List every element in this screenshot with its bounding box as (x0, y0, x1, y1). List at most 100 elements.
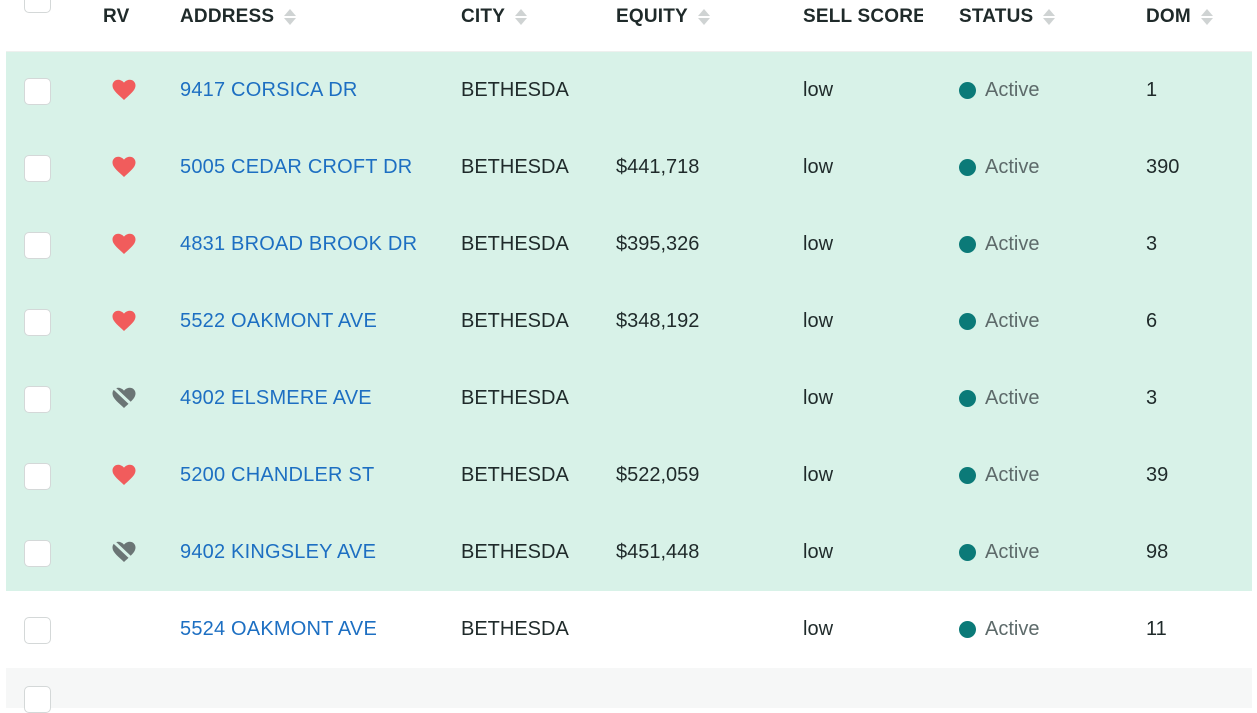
address-link[interactable]: 5522 OAKMONT AVE (180, 310, 377, 332)
status-text: Active (985, 387, 1040, 409)
heart-icon[interactable] (112, 464, 136, 486)
heart-icon[interactable] (112, 233, 136, 255)
table-row[interactable]: 9402 KINGSLEY AVE BETHESDA $451,448 low … (6, 514, 1252, 591)
sell-score-cell: low (803, 387, 834, 409)
status-cell: Active (959, 591, 1039, 668)
dom-cell: 1 (1146, 79, 1158, 101)
equity-cell: $395,326 (616, 233, 700, 255)
heart-off-icon[interactable] (112, 387, 136, 409)
sell-score-cell: low (803, 541, 834, 563)
column-header-address[interactable]: ADDRESS (180, 0, 297, 34)
column-label: ADDRESS (180, 6, 275, 27)
column-header-equity[interactable]: EQUITY (616, 0, 710, 34)
row-checkbox[interactable] (24, 617, 51, 644)
city-cell: BETHESDA (461, 387, 569, 409)
status-text: Active (985, 310, 1040, 332)
column-label: RV (103, 6, 130, 27)
table-body: 9417 CORSICA DR BETHESDA low Active 1 50… (6, 52, 1252, 668)
status-cell: Active (959, 514, 1039, 591)
dom-cell: 3 (1146, 387, 1158, 409)
heart-icon[interactable] (112, 79, 136, 101)
table-row[interactable]: 4902 ELSMERE AVE BETHESDA low Active 3 (6, 360, 1252, 437)
table-row[interactable]: 5522 OAKMONT AVE BETHESDA $348,192 low A… (6, 283, 1252, 360)
sell-score-cell: low (803, 310, 834, 332)
heart-icon[interactable] (112, 310, 136, 332)
equity-cell: $451,448 (616, 541, 700, 563)
sort-icon[interactable] (515, 9, 528, 25)
row-checkbox[interactable] (24, 232, 51, 259)
column-header-sell-score[interactable]: SELL SCORE (803, 0, 923, 34)
status-cell: Active (959, 52, 1039, 129)
status-dot-icon (959, 159, 976, 176)
sort-icon[interactable] (1043, 9, 1056, 25)
status-dot-icon (959, 236, 976, 253)
row-checkbox[interactable] (24, 386, 51, 413)
status-text: Active (985, 464, 1040, 486)
sell-score-cell: low (803, 79, 834, 101)
table-row[interactable]: 5524 OAKMONT AVE BETHESDA low Active 11 (6, 591, 1252, 668)
status-dot-icon (959, 82, 976, 99)
status-dot-icon (959, 621, 976, 638)
equity-cell: $348,192 (616, 310, 700, 332)
heart-off-icon[interactable] (112, 541, 136, 563)
table-row[interactable]: 5005 CEDAR CROFT DR BETHESDA $441,718 lo… (6, 129, 1252, 206)
dom-cell: 39 (1146, 464, 1169, 486)
address-link[interactable]: 5200 CHANDLER ST (180, 464, 375, 486)
city-cell: BETHESDA (461, 541, 569, 563)
dom-cell: 6 (1146, 310, 1158, 332)
address-link[interactable]: 5005 CEDAR CROFT DR (180, 156, 413, 178)
column-header-rv[interactable]: RV (103, 0, 129, 34)
column-label: CITY (461, 6, 506, 27)
status-cell: Active (959, 360, 1039, 437)
address-link[interactable]: 9402 KINGSLEY AVE (180, 541, 377, 563)
sell-score-cell: low (803, 233, 834, 255)
row-checkbox[interactable] (24, 309, 51, 336)
status-cell: Active (959, 206, 1039, 283)
row-checkbox[interactable] (24, 686, 51, 713)
dom-cell: 11 (1146, 618, 1167, 640)
row-checkbox[interactable] (24, 155, 51, 182)
sort-icon[interactable] (697, 9, 710, 25)
sort-icon[interactable] (1200, 9, 1213, 25)
column-header-city[interactable]: CITY (461, 0, 528, 34)
table-row[interactable]: 4831 BROAD BROOK DR BETHESDA $395,326 lo… (6, 206, 1252, 283)
select-all-checkbox[interactable] (24, 0, 51, 13)
column-header-dom[interactable]: DOM (1146, 0, 1213, 34)
city-cell: BETHESDA (461, 233, 569, 255)
address-link[interactable]: 9417 CORSICA DR (180, 79, 358, 101)
table-row[interactable]: 9417 CORSICA DR BETHESDA low Active 1 (6, 52, 1252, 129)
equity-cell: $441,718 (616, 156, 700, 178)
column-label: SELL SCORE (803, 6, 923, 27)
dom-cell: 390 (1146, 156, 1180, 178)
row-checkbox[interactable] (24, 78, 51, 105)
status-cell: Active (959, 283, 1039, 360)
address-link[interactable]: 4902 ELSMERE AVE (180, 387, 372, 409)
status-text: Active (985, 618, 1040, 640)
row-checkbox[interactable] (24, 463, 51, 490)
city-cell: BETHESDA (461, 464, 569, 486)
sell-score-cell: low (803, 156, 834, 178)
status-cell: Active (959, 437, 1039, 514)
dom-cell: 3 (1146, 233, 1158, 255)
column-label: STATUS (959, 6, 1034, 27)
address-link[interactable]: 5524 OAKMONT AVE (180, 618, 377, 640)
table-row[interactable]: 5200 CHANDLER ST BETHESDA $522,059 low A… (6, 437, 1252, 514)
table-row-partial[interactable] (6, 668, 1252, 713)
sort-icon[interactable] (284, 9, 297, 25)
status-dot-icon (959, 467, 976, 484)
sell-score-cell: low (803, 618, 834, 640)
heart-icon[interactable] (112, 156, 136, 178)
status-dot-icon (959, 313, 976, 330)
address-link[interactable]: 4831 BROAD BROOK DR (180, 233, 418, 255)
row-checkbox[interactable] (24, 540, 51, 567)
equity-cell: $522,059 (616, 464, 700, 486)
status-text: Active (985, 79, 1040, 101)
status-text: Active (985, 156, 1040, 178)
column-header-status[interactable]: STATUS (959, 0, 1056, 34)
property-table: RV ADDRESS CITY EQUITY SELL SCORE STATUS… (6, 0, 1252, 713)
column-label: EQUITY (616, 6, 688, 27)
status-text: Active (985, 233, 1040, 255)
city-cell: BETHESDA (461, 156, 569, 178)
table-header: RV ADDRESS CITY EQUITY SELL SCORE STATUS… (6, 0, 1252, 52)
column-label: DOM (1146, 6, 1191, 27)
